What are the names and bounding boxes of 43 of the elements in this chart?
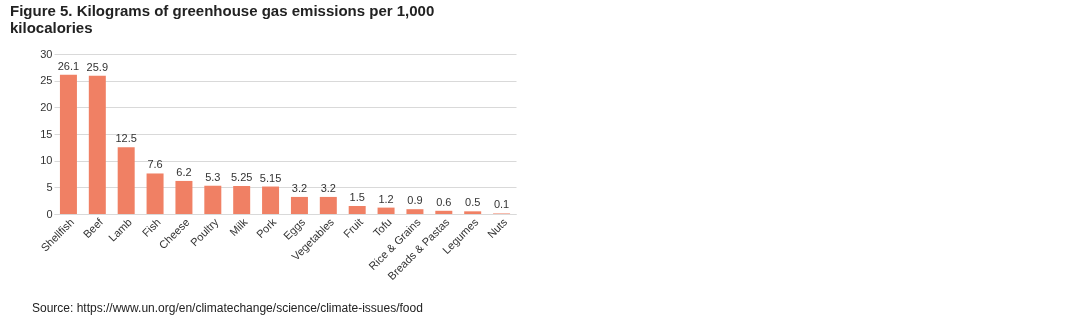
data-label: 12.5 (115, 132, 137, 145)
data-label: 1.5 (349, 191, 365, 203)
data-label: 5.25 (230, 171, 253, 183)
bar (435, 210, 453, 214)
data-label: 25.9 (86, 60, 109, 73)
data-label: 0.1 (493, 198, 510, 211)
x-tick-label: Milk (227, 215, 250, 239)
bar (204, 185, 222, 214)
source-note: Source: https://www.un.org/en/climatechange/science/climate-issues/food (32, 301, 423, 315)
bar (319, 196, 337, 214)
bar (233, 186, 251, 214)
chart-title: Figure 5. Kilograms of greenhouse gas emissions per 1,000 kilocalories (10, 2, 435, 36)
data-label: 6.2 (176, 165, 192, 178)
y-tick-label: 30 (40, 47, 53, 60)
y-tick-label: 0 (46, 207, 53, 220)
y-tick-label: 15 (40, 127, 53, 140)
data-label: 0.6 (436, 195, 452, 208)
data-label: 5.3 (205, 170, 221, 183)
bar (348, 206, 366, 214)
bar (59, 74, 77, 214)
data-label: 3.2 (320, 181, 336, 194)
x-tick-label: Tofu (370, 215, 394, 239)
data-label: 3.2 (291, 181, 308, 194)
bar (117, 147, 135, 214)
data-label: 0.5 (465, 196, 481, 209)
data-label: 0.9 (407, 194, 423, 207)
bar (262, 186, 280, 214)
bar (377, 207, 395, 214)
bar (88, 75, 106, 214)
y-tick-label: 20 (40, 100, 53, 113)
y-tick-label: 25 (40, 74, 53, 87)
bar (464, 211, 482, 214)
bar (146, 173, 164, 214)
y-tick-label: 10 (40, 154, 53, 167)
x-tick-label: Fish (139, 215, 163, 239)
y-tick-label: 5 (46, 180, 53, 193)
bar (290, 196, 308, 214)
data-label: 1.2 (378, 192, 394, 205)
data-label: 7.6 (147, 158, 163, 171)
data-label: 5.15 (259, 171, 282, 184)
bar (406, 209, 424, 214)
bar (175, 180, 193, 214)
data-label: 26.1 (57, 59, 80, 72)
